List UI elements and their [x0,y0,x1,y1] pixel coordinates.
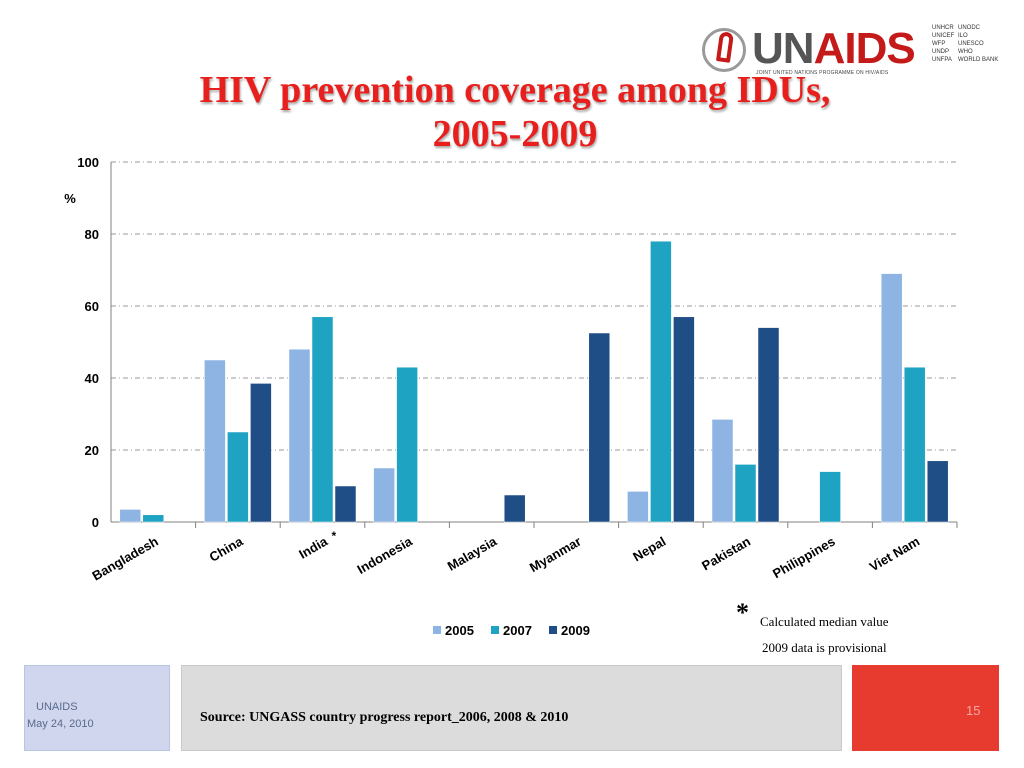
cosponsor: ILO [958,33,968,39]
y-tick-label: 0 [92,515,99,530]
page-number: 15 [966,703,981,718]
bar-2007 [819,471,841,523]
bar-2007 [227,431,249,523]
legend-label: 2009 [561,623,590,638]
x-tick-label: Malaysia [445,533,500,573]
y-tick-label: 40 [85,371,99,386]
bar-2005 [627,491,649,523]
cosponsor: WFP [932,41,946,47]
note-provisional: 2009 data is provisional [762,640,887,655]
footer-middle-panel [181,665,842,751]
y-tick-label: 100 [77,155,99,170]
logo-un: UN [752,24,815,73]
legend-swatch-2007 [491,626,499,634]
legend-label: 2007 [503,623,532,638]
x-tick-label: Myanmar [527,534,584,576]
footnote-asterisk: * [736,598,749,627]
slide-title: HIV prevention coverage among IDUs, 2005… [60,68,970,156]
x-tick-label: Bangladesh [89,534,160,584]
logo-wordmark: UNAIDS [752,24,916,73]
bar-2009 [673,316,695,523]
un-emblem-icon [702,28,746,72]
bar-2009 [926,460,949,523]
logo-cosponsors-col2: UNODC ILO UNESCO WHO WORLD BANK [958,24,998,64]
bar-2009 [334,485,357,523]
x-tick-label: Indonesia [355,533,416,577]
bar-2009 [250,383,272,523]
category-marker: * [332,529,337,543]
x-tick-label: China [207,533,246,564]
logo-aids: AIDS [813,24,916,73]
cosponsor: UNODC [958,25,980,31]
bar-2007 [650,240,672,523]
bar-2005 [711,419,734,523]
x-tick-label: Nepal [630,534,668,565]
bar-2005 [373,467,395,523]
bar-2007 [396,366,418,523]
bar-2007 [903,366,926,523]
y-tick-label: 80 [85,227,99,242]
slide-title-line2: 2005-2009 [432,113,598,155]
x-tick-label: Viet Nam [867,534,922,575]
logo-tagline: JOINT UNITED NATIONS PROGRAMME ON HIV/AI… [756,70,889,76]
footer-left-panel [24,665,170,751]
slide-title-line1: HIV prevention coverage among IDUs, [199,69,831,111]
footer-date: May 24, 2010 [27,718,94,730]
note-median: Calculated median value [760,614,889,629]
unaids-logo: UNAIDS JOINT UNITED NATIONS PROGRAMME ON… [700,18,1000,78]
bar-2005 [880,273,903,523]
logo-cosponsors-col1: UNHCR UNICEF WFP UNDP UNFPA [932,24,954,64]
bar-2005 [288,348,311,523]
bar-2009 [757,327,780,523]
bar-2007 [311,316,334,523]
legend-swatch-2005 [433,626,441,634]
footer-source: Source: UNGASS country progress report_2… [200,710,569,725]
bar-2009 [588,332,611,523]
bar-2007 [734,464,757,523]
legend-label: 2005 [445,623,474,638]
x-tick-label: India [296,533,330,562]
cosponsor: WHO [958,49,973,55]
footer-org: UNAIDS [36,701,78,713]
cosponsor: WORLD BANK [958,57,999,63]
y-axis-label: % [64,191,76,206]
bar-2007 [142,514,165,523]
cosponsor: UNDP [932,49,950,55]
x-tick-label: Philippines [770,534,838,582]
footer-right-panel [852,665,999,751]
x-tick-label: Pakistan [699,534,753,574]
cosponsor: UNICEF [932,33,955,39]
bar-2005 [204,359,226,523]
cosponsor: UNHCR [932,25,954,31]
cosponsor: UNFPA [932,57,952,63]
cosponsor: UNESCO [958,41,984,47]
bar-2005 [119,509,142,523]
y-tick-label: 20 [85,443,99,458]
legend-swatch-2009 [549,626,557,634]
bar-2009 [503,494,526,523]
y-tick-label: 60 [85,299,99,314]
